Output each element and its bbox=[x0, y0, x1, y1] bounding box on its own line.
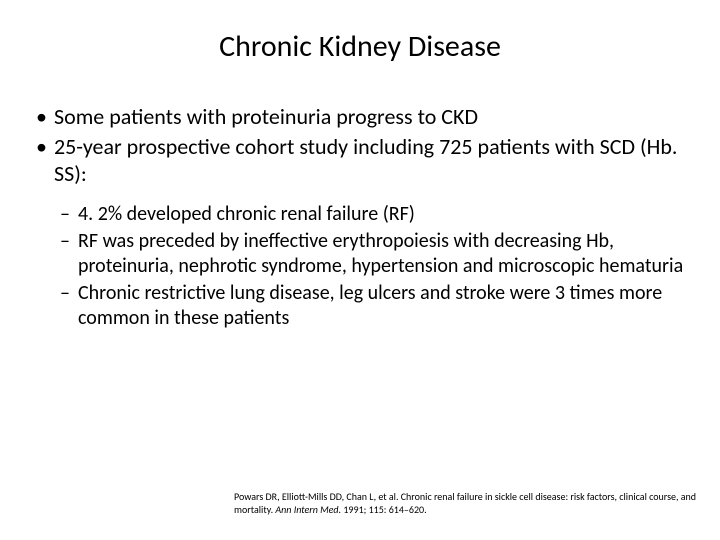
citation-journal: Ann Intern Med. bbox=[275, 503, 343, 516]
slide-container: Chronic Kidney Disease Some patients wit… bbox=[0, 0, 720, 540]
sub-bullet-item: RF was preceded by ineffective erythropo… bbox=[60, 229, 688, 279]
bullet-item: Some patients with proteinuria progress … bbox=[32, 103, 688, 131]
sub-bullet-list: 4. 2% developed chronic renal failure (R… bbox=[0, 202, 720, 331]
sub-bullet-item: Chronic restrictive lung disease, leg ul… bbox=[60, 281, 688, 331]
sub-bullet-item: 4. 2% developed chronic renal failure (R… bbox=[60, 202, 688, 227]
main-bullet-list: Some patients with proteinuria progress … bbox=[0, 103, 720, 188]
citation-text: Powars DR, Elliott-Mills DD, Chan L, et … bbox=[234, 490, 708, 516]
citation-details: 1991; 115: 614–620. bbox=[343, 503, 426, 516]
bullet-item: 25-year prospective cohort study includi… bbox=[32, 133, 688, 188]
slide-title: Chronic Kidney Disease bbox=[0, 28, 720, 65]
